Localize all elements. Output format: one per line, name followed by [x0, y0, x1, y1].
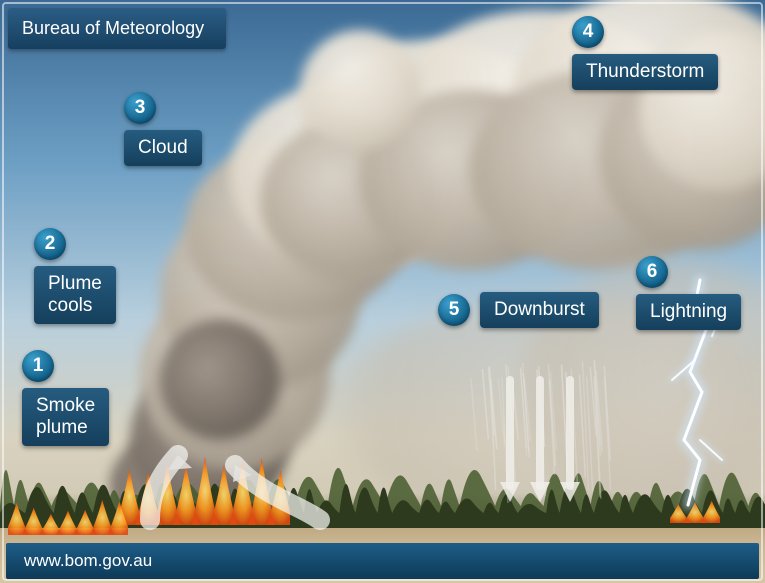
callout-number: 4 — [572, 16, 604, 48]
callout-2: 2 Plume cools — [34, 228, 116, 324]
callout-label: Thunderstorm — [572, 54, 718, 90]
callout-number: 6 — [636, 256, 668, 288]
footer-url: www.bom.gov.au — [24, 551, 152, 571]
footer-bar: www.bom.gov.au — [6, 543, 759, 579]
callout-label: Plume cools — [34, 266, 116, 324]
callout-3: 3 Cloud — [124, 92, 202, 166]
header-title: Bureau of Meteorology — [22, 18, 204, 38]
callout-4: 4 Thunderstorm — [572, 16, 718, 90]
callout-1: 1 Smoke plume — [22, 350, 109, 446]
callout-number: 3 — [124, 92, 156, 124]
callout-number: 1 — [22, 350, 54, 382]
callout-number: 5 — [438, 294, 470, 326]
callout-5: 5 Downburst — [438, 292, 599, 328]
callout-label: Lightning — [636, 294, 741, 330]
callout-number: 2 — [34, 228, 66, 260]
header-ribbon: Bureau of Meteorology — [8, 8, 226, 49]
callout-6: 6 Lightning — [636, 256, 741, 330]
callout-label: Downburst — [480, 292, 599, 328]
callout-label: Cloud — [124, 130, 202, 166]
callout-label: Smoke plume — [22, 388, 109, 446]
